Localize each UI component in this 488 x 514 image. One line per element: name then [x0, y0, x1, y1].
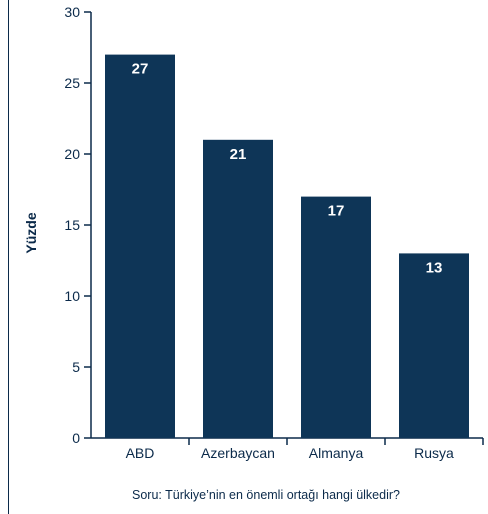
bar-almanya — [301, 196, 371, 438]
bar-abd — [105, 54, 175, 438]
y-tick-label: 0 — [72, 430, 80, 446]
bars: 27 21 17 13 — [105, 54, 469, 439]
y-tick-label: 5 — [72, 359, 80, 375]
x-tick-label: Azerbaycan — [201, 445, 275, 461]
left-border-rule — [8, 0, 9, 514]
x-tick-label: Rusya — [414, 445, 454, 461]
bar-azerbaycan — [203, 139, 273, 439]
y-tick-label: 15 — [64, 217, 80, 233]
y-tick-label: 20 — [64, 146, 80, 162]
chart-caption: Soru: Türkiye’nin en önemli ortağı hangi… — [132, 488, 400, 502]
bar-rusya — [399, 253, 469, 438]
y-axis-label: Yüzde — [23, 212, 39, 253]
y-tick-label: 10 — [64, 288, 80, 304]
x-axis: ABD Azerbaycan Almanya Rusya — [91, 437, 484, 461]
y-tick-label: 30 — [64, 4, 80, 20]
y-axis: 0 5 10 15 20 25 30 — [64, 4, 92, 446]
data-label: 21 — [230, 146, 247, 163]
data-label: 17 — [328, 203, 345, 220]
x-tick-label: Almanya — [309, 445, 364, 461]
data-label: 13 — [426, 259, 443, 276]
x-tick-label: ABD — [126, 445, 155, 461]
data-label: 27 — [132, 61, 149, 78]
y-tick-label: 25 — [64, 75, 80, 91]
